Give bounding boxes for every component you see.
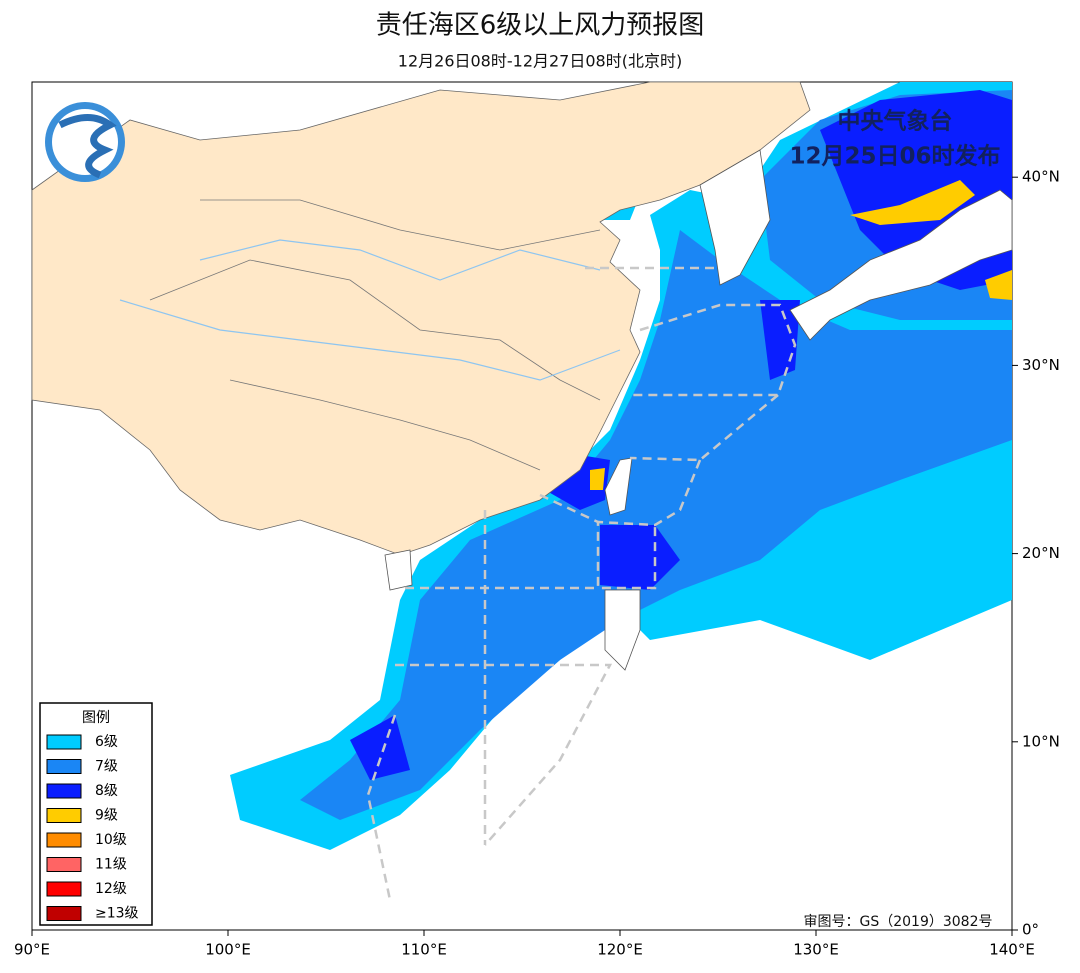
- wind-zone-9: [850, 180, 975, 225]
- legend-swatch: [46, 881, 82, 897]
- wind-zone-8: [600, 525, 680, 590]
- lon-tick-label: 110°E: [401, 941, 447, 959]
- wind-zone-8: [350, 715, 410, 780]
- legend-swatch: [46, 857, 82, 872]
- axes: 90°E 100°E 110°E 120°E 130°E 140°E 0° 10°N 20°N 3…: [14, 168, 1060, 959]
- legend-label: 11级: [95, 857, 127, 873]
- lat-tick-label: 40°N: [1022, 168, 1060, 186]
- subtitle: 12月26日08时-12月27日08时(北京时): [398, 52, 682, 71]
- lon-tick-label: 90°E: [14, 941, 50, 959]
- lon-tick-label: 130°E: [793, 941, 839, 959]
- legend-label: 8级: [95, 783, 118, 799]
- legend-swatch: [46, 734, 82, 750]
- legend-label: ≥13级: [95, 906, 139, 922]
- lat-tick-label: 20°N: [1022, 544, 1060, 562]
- legend-label: 9级: [95, 808, 118, 824]
- lat-tick-label: 30°N: [1022, 356, 1060, 374]
- legend-swatch: [46, 783, 82, 799]
- legend-swatch: [46, 906, 82, 921]
- legend-swatch: [46, 832, 82, 848]
- legend: 图例 6级 7级 8级 9级 10级 11级 12级 ≥13级: [39, 702, 153, 926]
- issue-time: 12月25日06时发布: [789, 143, 1000, 170]
- lon-tick-label: 120°E: [597, 941, 643, 959]
- legend-label: 12级: [95, 881, 127, 897]
- map: [31, 81, 1013, 931]
- wind-zone-9: [985, 270, 1012, 300]
- legend-title: 图例: [82, 710, 110, 726]
- legend-label: 7级: [95, 759, 118, 775]
- lat-tick-label: 10°N: [1022, 732, 1060, 750]
- lon-tick-label: 140°E: [989, 941, 1035, 959]
- legend-swatch: [46, 808, 82, 823]
- legend-swatch: [46, 759, 82, 774]
- wind-zone-9: [590, 468, 605, 490]
- lon-tick-label: 100°E: [205, 941, 251, 959]
- review-number: 审图号：GS（2019）3082号: [804, 914, 993, 930]
- legend-label: 10级: [95, 832, 127, 848]
- wind-zone-8: [545, 455, 610, 510]
- title: 责任海区6级以上风力预报图: [376, 11, 705, 41]
- legend-label: 6级: [95, 734, 118, 750]
- lat-tick-label: 0°: [1022, 921, 1039, 939]
- agency: 中央气象台: [838, 108, 953, 135]
